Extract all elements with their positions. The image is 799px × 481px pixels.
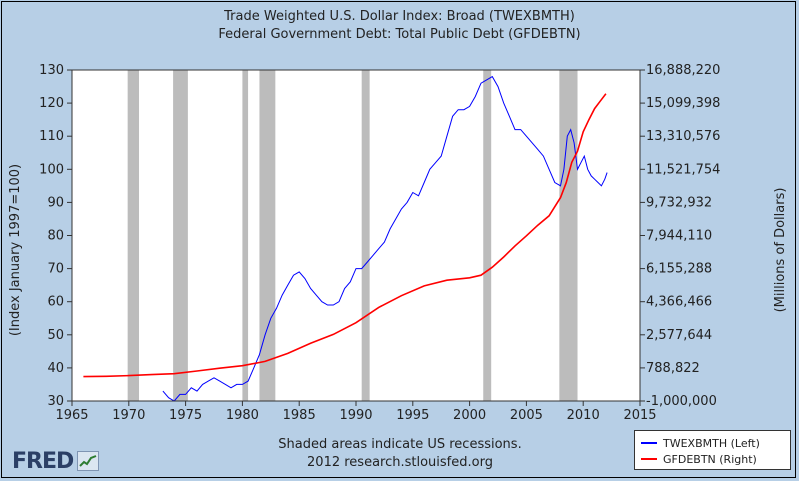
source-note: 2012 research.stlouisfed.org bbox=[307, 455, 493, 470]
y-left-tick-label: 130 bbox=[39, 63, 64, 78]
x-tick-label: 2015 bbox=[623, 408, 656, 423]
recession-band bbox=[559, 70, 578, 401]
y-left-tick-label: 30 bbox=[47, 394, 64, 409]
x-tick-label: 1965 bbox=[55, 408, 88, 423]
plot-area bbox=[72, 70, 640, 401]
y-right-tick-label: 11,521,754 bbox=[646, 162, 720, 177]
recession-band bbox=[361, 70, 370, 401]
y-left-tick-label: 60 bbox=[47, 295, 64, 310]
x-tick-label: 1995 bbox=[396, 408, 429, 423]
y-left-tick-label: 50 bbox=[47, 328, 64, 343]
y-right-tick-label: 4,366,466 bbox=[646, 295, 712, 310]
fred-logo-text: FRED bbox=[12, 448, 74, 474]
y-right-tick-label: 6,155,288 bbox=[646, 262, 712, 277]
fred-logo[interactable]: FRED bbox=[12, 448, 100, 474]
recession-band bbox=[242, 70, 249, 401]
recession-band bbox=[173, 70, 188, 401]
y-right-tick-label: -1,000,000 bbox=[646, 394, 717, 409]
y-left-tick-label: 100 bbox=[39, 162, 64, 177]
y-left-tick-label: 120 bbox=[39, 96, 64, 111]
y-right-tick-label: 7,944,110 bbox=[646, 229, 712, 244]
series-line-gfdebtn bbox=[83, 93, 607, 378]
chart-title: Trade Weighted U.S. Dollar Index: Broad … bbox=[224, 9, 575, 24]
x-tick-label: 2005 bbox=[510, 408, 543, 423]
x-tick-label: 1970 bbox=[112, 408, 145, 423]
y-right-tick-label: 2,577,644 bbox=[646, 328, 712, 343]
x-tick-label: 1990 bbox=[339, 408, 372, 423]
legend-label: TWEXBMTH (Left) bbox=[663, 436, 760, 450]
chart-logo-icon bbox=[77, 451, 100, 471]
recession-note: Shaded areas indicate US recessions. bbox=[278, 437, 522, 452]
x-tick-label: 1985 bbox=[283, 408, 316, 423]
x-tick-label: 2000 bbox=[453, 408, 486, 423]
y-right-tick-label: 16,888,220 bbox=[646, 63, 720, 78]
y-right-tick-label: 13,310,576 bbox=[646, 129, 720, 144]
legend-item-twexbmth: TWEXBMTH (Left) bbox=[641, 436, 760, 450]
y-left-tick-label: 40 bbox=[47, 361, 64, 376]
recession-band bbox=[127, 70, 140, 401]
legend-label: GFDEBTN (Right) bbox=[663, 452, 757, 466]
recession-band bbox=[483, 70, 492, 401]
y-left-tick-label: 80 bbox=[47, 229, 64, 244]
legend-swatch-blue bbox=[641, 442, 657, 444]
legend: TWEXBMTH (Left) GFDEBTN (Right) bbox=[634, 430, 791, 470]
y-right-tick-label: 9,732,932 bbox=[646, 195, 712, 210]
y-right-tick-label: 15,099,398 bbox=[646, 96, 720, 111]
y-left-tick-label: 70 bbox=[47, 262, 64, 277]
x-tick-label: 1980 bbox=[226, 408, 259, 423]
x-tick-label: 1975 bbox=[169, 408, 202, 423]
y-right-tick-label: 788,822 bbox=[646, 361, 700, 376]
series-line-twexbmth bbox=[162, 75, 608, 402]
x-tick-label: 2010 bbox=[567, 408, 600, 423]
recession-band bbox=[259, 70, 276, 401]
chart-subtitle: Federal Government Debt: Total Public De… bbox=[218, 27, 581, 42]
y-left-tick-label: 110 bbox=[39, 129, 64, 144]
legend-swatch-red bbox=[641, 458, 657, 460]
legend-item-gfdebtn: GFDEBTN (Right) bbox=[641, 452, 757, 466]
y-left-tick-label: 90 bbox=[47, 195, 64, 210]
